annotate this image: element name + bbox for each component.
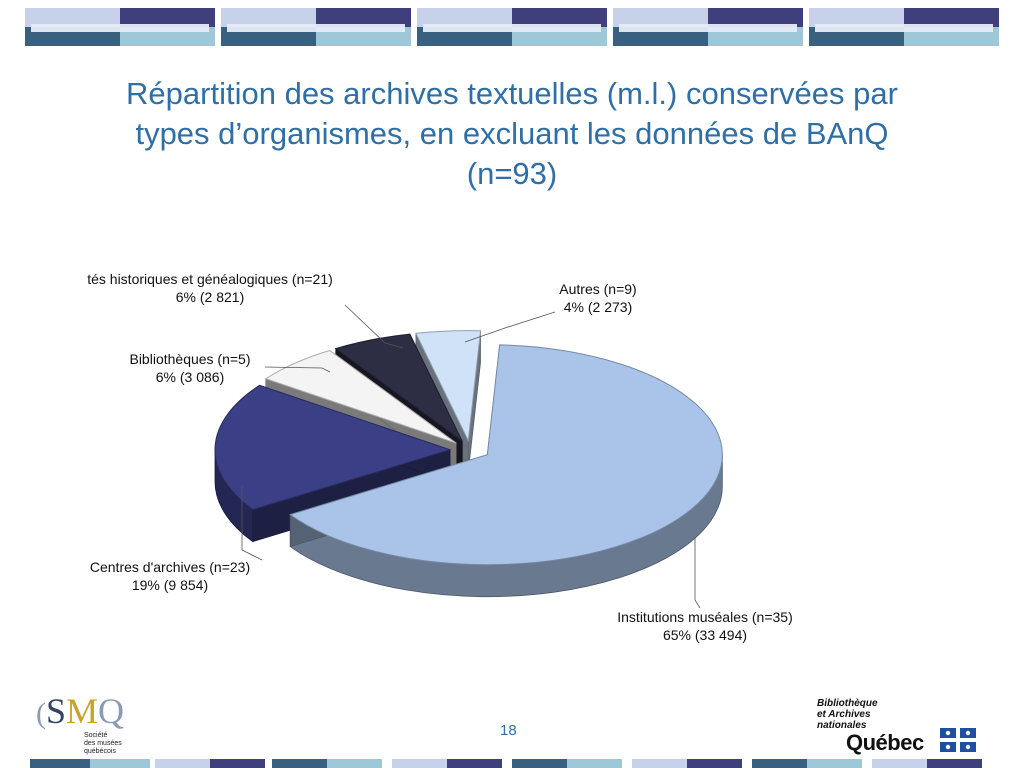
decorative-block: [417, 8, 607, 46]
quebec-wordmark: Québec: [846, 730, 924, 755]
smq-subtitle: Société des musées québécois: [84, 732, 122, 755]
pie-slice: [415, 330, 482, 443]
slice-label-value: 6% (2 821): [176, 289, 244, 305]
smq-letter-s: S: [46, 691, 67, 731]
smq-logo-letters: (SMQ: [36, 690, 125, 731]
bottom-decorative-band: [0, 759, 1024, 768]
quebec-flag-icon: [940, 728, 976, 752]
banq-name: Bibliothèque et Archives nationales: [817, 698, 878, 731]
banq-line-2: et Archives: [817, 709, 871, 720]
decorative-block: [809, 8, 999, 46]
pie-chart: Institutions muséales (n=35) 65% (33 494)…: [87, 271, 793, 643]
slice-label-category: tés historiques et généalogiques (n=21): [87, 271, 333, 287]
slice-label-category: Institutions muséales (n=35): [617, 609, 792, 625]
smq-letter-q: Q: [98, 691, 125, 731]
pie-slice: [289, 344, 723, 566]
slide-title: Répartition des archives textuelles (m.l…: [126, 76, 898, 191]
decorative-block: [613, 8, 803, 46]
smq-letter-m: M: [66, 691, 99, 731]
banq-line-3: nationales: [817, 720, 867, 731]
banq-logo: Bibliothèque et Archives nationales Québ…: [814, 698, 984, 756]
leader-line: [464, 311, 556, 343]
leader-line: [264, 366, 331, 373]
pie-slice: [214, 384, 452, 511]
slice-label-value: 65% (33 494): [663, 627, 747, 643]
top-decorative-band: [0, 0, 1024, 50]
slice-label-value: 19% (9 854): [132, 577, 208, 593]
leader-line: [694, 538, 701, 609]
decorative-block: [25, 8, 215, 46]
slice-label-value: 6% (3 086): [156, 369, 224, 385]
smq-logo: (SMQ Société des musées québécois: [36, 690, 156, 760]
slice-label-category: Autres (n=9): [559, 281, 636, 297]
slice-label-category: Centres d'archives (n=23): [90, 559, 250, 575]
slice-label-category: Bibliothèques (n=5): [129, 351, 250, 367]
pie-slice: [264, 349, 457, 444]
smq-open-paren-icon: (: [36, 697, 46, 730]
slice-label-value: 4% (2 273): [564, 299, 632, 315]
banq-line-1: Bibliothèque: [817, 698, 878, 709]
leader-line: [344, 304, 404, 349]
page-number: 18: [500, 722, 517, 739]
pie-slice: [334, 333, 463, 442]
leader-line: [241, 486, 263, 561]
decorative-block: [221, 8, 411, 46]
